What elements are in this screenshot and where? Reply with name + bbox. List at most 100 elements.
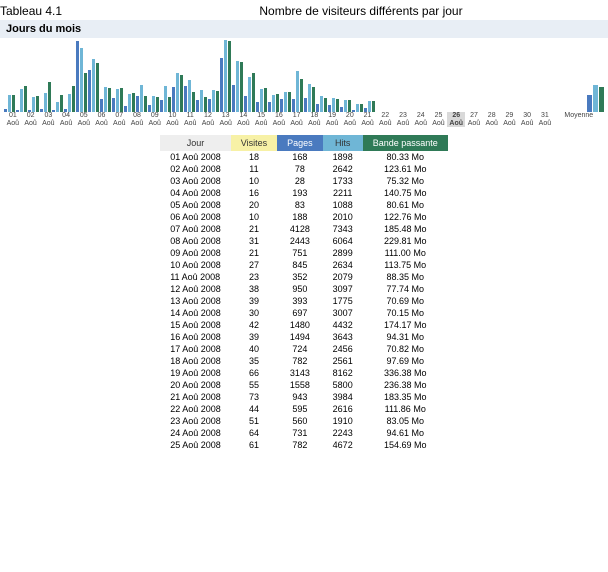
- avg-bar-pages: [587, 95, 592, 112]
- bar-hits: [92, 59, 95, 112]
- cell-visites: 23: [231, 271, 277, 283]
- bar-bande: [72, 86, 75, 112]
- axis-tick: 10Aoû: [164, 112, 182, 127]
- table-row: 07 Aoû 20082141287343185.48 Mo: [160, 223, 448, 235]
- bar-hits: [80, 48, 83, 112]
- cell-bande: 123.61 Mo: [363, 163, 448, 175]
- cell-visites: 31: [231, 235, 277, 247]
- chart-day-column: [76, 40, 87, 112]
- bar-hits: [8, 95, 11, 112]
- chart-day-column: [100, 40, 111, 112]
- cell-pages: 188: [277, 211, 323, 223]
- cell-hits: 2456: [323, 343, 363, 355]
- axis-tick: 18Aoû: [305, 112, 323, 127]
- cell-visites: 66: [231, 367, 277, 379]
- chart-day-column: [4, 40, 15, 112]
- axis-tick: 21Aoû: [359, 112, 377, 127]
- cell-date: 21 Aoû 2008: [160, 391, 231, 403]
- bar-bande: [372, 101, 375, 112]
- cell-bande: 70.15 Mo: [363, 307, 448, 319]
- chart-day-column: [280, 40, 291, 112]
- cell-date: 09 Aoû 2008: [160, 247, 231, 259]
- cell-bande: 154.69 Mo: [363, 439, 448, 451]
- bar-hits: [20, 89, 23, 112]
- axis-tick: 04Aoû: [57, 112, 75, 127]
- bar-hits: [188, 80, 191, 112]
- bar-bande: [192, 92, 195, 112]
- axis-tick: 06Aoû: [93, 112, 111, 127]
- table-row: 09 Aoû 2008217512899111.00 Mo: [160, 247, 448, 259]
- bar-bande: [48, 82, 51, 112]
- table-row: 24 Aoû 200864731224394.61 Mo: [160, 427, 448, 439]
- cell-visites: 40: [231, 343, 277, 355]
- axis-tick: 25Aoû: [430, 112, 448, 127]
- cell-hits: 7343: [323, 223, 363, 235]
- axis-average-label: Moyenne: [554, 112, 604, 127]
- cell-hits: 1898: [323, 151, 363, 163]
- bar-bande: [156, 97, 159, 112]
- chart-day-column: [232, 40, 243, 112]
- bar-hits: [224, 40, 227, 112]
- axis-tick: 28Aoû: [483, 112, 501, 127]
- cell-visites: 10: [231, 211, 277, 223]
- bar-pages: [256, 102, 259, 112]
- cell-date: 01 Aoû 2008: [160, 151, 231, 163]
- chart-day-column: [16, 40, 27, 112]
- chart-day-column: [220, 40, 231, 112]
- chart-day-column: [364, 40, 375, 112]
- cell-date: 25 Aoû 2008: [160, 439, 231, 451]
- cell-date: 19 Aoû 2008: [160, 367, 231, 379]
- cell-visites: 51: [231, 415, 277, 427]
- cell-visites: 61: [231, 439, 277, 451]
- cell-bande: 88.35 Mo: [363, 271, 448, 283]
- bar-hits: [176, 73, 179, 112]
- cell-date: 02 Aoû 2008: [160, 163, 231, 175]
- chart-day-column: [52, 40, 63, 112]
- bar-pages: [316, 104, 319, 112]
- cell-pages: 782: [277, 439, 323, 451]
- cell-hits: 2561: [323, 355, 363, 367]
- cell-hits: 2642: [323, 163, 363, 175]
- cell-pages: 83: [277, 199, 323, 211]
- cell-hits: 3643: [323, 331, 363, 343]
- cell-hits: 6064: [323, 235, 363, 247]
- cell-visites: 27: [231, 259, 277, 271]
- table-row: 14 Aoû 200830697300770.15 Mo: [160, 307, 448, 319]
- chart-day-column: [316, 40, 327, 112]
- cell-bande: 80.33 Mo: [363, 151, 448, 163]
- cell-bande: 183.35 Mo: [363, 391, 448, 403]
- bar-hits: [116, 89, 119, 112]
- avg-bar-hits: [593, 85, 598, 112]
- table-body: 01 Aoû 200818168189880.33 Mo02 Aoû 2008 1…: [160, 151, 448, 451]
- cell-pages: 731: [277, 427, 323, 439]
- axis-tick: 08Aoû: [128, 112, 146, 127]
- cell-bande: 111.00 Mo: [363, 247, 448, 259]
- table-row: 23 Aoû 200851560191083.05 Mo: [160, 415, 448, 427]
- axis-tick: 07Aoû: [110, 112, 128, 127]
- bar-hits: [296, 71, 299, 112]
- bar-bande: [24, 86, 27, 112]
- cell-visites: 20: [231, 199, 277, 211]
- daily-bars-chart: [4, 40, 579, 112]
- bar-hits: [272, 95, 275, 112]
- bar-bande: [324, 98, 327, 112]
- table-row: 12 Aoû 200838950309777.74 Mo: [160, 283, 448, 295]
- cell-bande: 185.48 Mo: [363, 223, 448, 235]
- chart-day-column: [160, 40, 171, 112]
- table-row: 18 Aoû 200835782256197.69 Mo: [160, 355, 448, 367]
- axis-tick: 19Aoû: [323, 112, 341, 127]
- table-row: 01 Aoû 200818168189880.33 Mo: [160, 151, 448, 163]
- cell-bande: 94.61 Mo: [363, 427, 448, 439]
- axis-tick: 16Aoû: [270, 112, 288, 127]
- cell-hits: 2634: [323, 259, 363, 271]
- col-header-bande: Bande passante: [363, 135, 448, 151]
- bar-bande: [180, 75, 183, 112]
- cell-date: 20 Aoû 2008: [160, 379, 231, 391]
- bar-bande: [228, 41, 231, 112]
- table-row: 04 Aoû 2008161932211140.75 Mo: [160, 187, 448, 199]
- chart-day-column: [328, 40, 339, 112]
- average-bars: [587, 40, 604, 112]
- cell-hits: 3097: [323, 283, 363, 295]
- cell-bande: 236.38 Mo: [363, 379, 448, 391]
- bar-bande: [336, 99, 339, 112]
